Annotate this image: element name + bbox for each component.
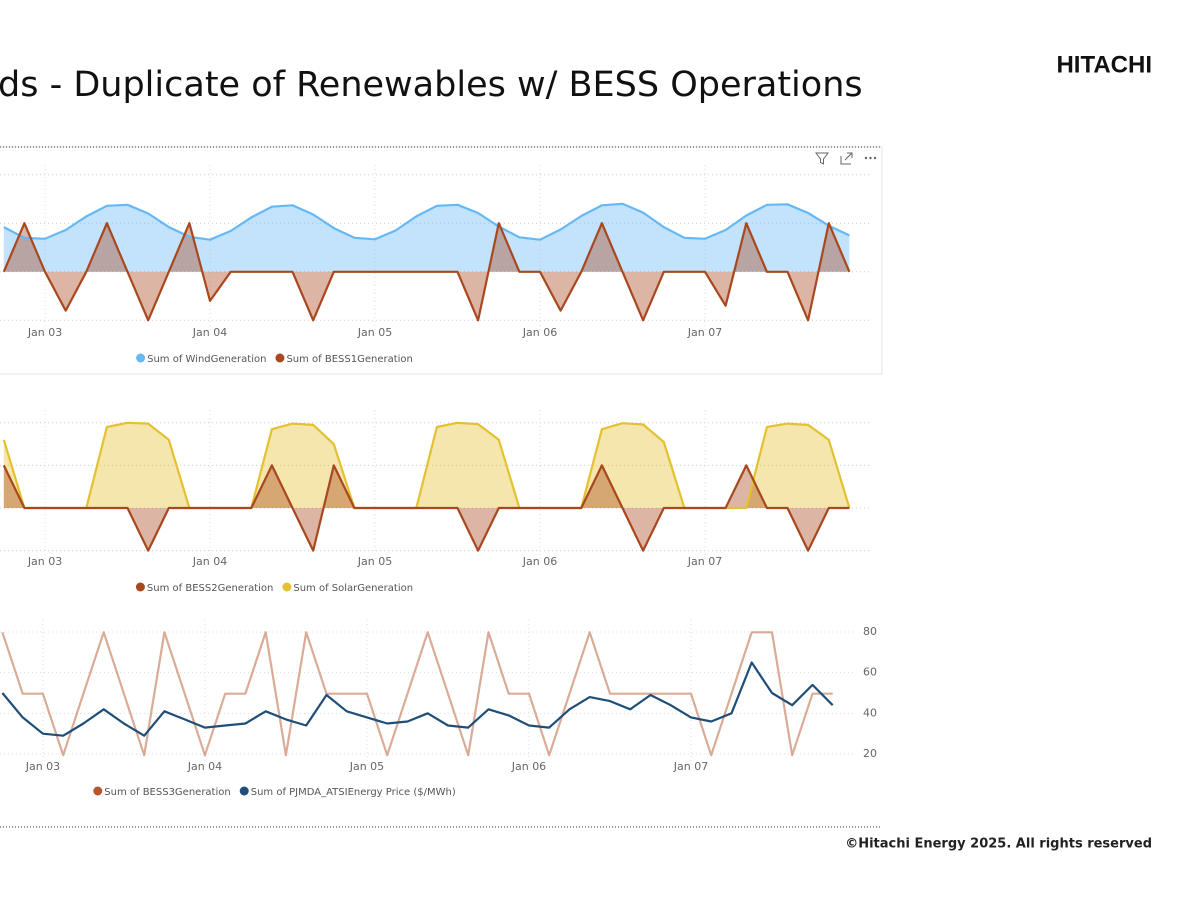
series-line bbox=[2, 222, 851, 322]
legend-marker bbox=[275, 353, 285, 363]
area-fill bbox=[3, 422, 850, 509]
x-tick-label: Jan 03 bbox=[27, 326, 62, 339]
legend-marker bbox=[239, 786, 249, 796]
area-fill bbox=[3, 223, 850, 321]
y2-tick-label: 20 bbox=[863, 747, 877, 760]
more-options[interactable] bbox=[864, 156, 877, 160]
legend-marker bbox=[93, 786, 103, 796]
legend-label: Sum of SolarGeneration bbox=[293, 583, 413, 594]
x-tick-label: Jan 04 bbox=[192, 555, 227, 568]
page-title: ds - Duplicate of Renewables w/ BESS Ope… bbox=[0, 65, 863, 105]
legend-label: Sum of PJMDA_ATSIEnergy Price ($/MWh) bbox=[251, 787, 456, 798]
chart: 20 40 60 80 Jan 03 Jan 04 Jan 05 Jan 06 Jan 07 Su… bbox=[0, 620, 877, 798]
chart: Jan 03 Jan 04 Jan 05 Jan 06 Jan 07 Sum of BES… bbox=[0, 410, 870, 594]
legend-marker bbox=[135, 582, 145, 592]
area-fill bbox=[3, 203, 850, 272]
series-line bbox=[3, 202, 850, 241]
x-tick-label: Jan 06 bbox=[511, 760, 546, 773]
series-line bbox=[1, 661, 834, 737]
x-tick-label: Jan 06 bbox=[522, 555, 557, 568]
x-tick-label: Jan 05 bbox=[349, 760, 384, 773]
logo: HITACHI bbox=[1056, 51, 1152, 78]
chart: Jan 03 Jan 04 Jan 05 Jan 06 Jan 07 Sum of Win… bbox=[0, 165, 870, 365]
legend-label: Sum of WindGeneration bbox=[147, 354, 266, 365]
x-tick-label: Jan 05 bbox=[357, 555, 392, 568]
legend-marker bbox=[282, 582, 292, 592]
x-tick-label: Jan 05 bbox=[357, 326, 392, 339]
y2-tick-label: 80 bbox=[863, 625, 877, 638]
visual-card bbox=[0, 146, 883, 375]
x-tick-label: Jan 03 bbox=[27, 555, 62, 568]
footer: ©Hitachi Energy 2025. All rights reserve… bbox=[845, 837, 1152, 852]
legend-marker bbox=[136, 353, 146, 363]
x-tick-label: Jan 07 bbox=[687, 555, 722, 568]
x-tick-label: Jan 07 bbox=[687, 326, 722, 339]
x-tick-label: Jan 06 bbox=[522, 326, 557, 339]
y2-tick-label: 60 bbox=[863, 666, 877, 679]
filter-icon[interactable] bbox=[815, 152, 829, 165]
x-tick-label: Jan 04 bbox=[192, 326, 227, 339]
x-tick-label: Jan 03 bbox=[25, 760, 60, 773]
legend-label: Sum of BESS1Generation bbox=[286, 354, 412, 365]
series-line bbox=[2, 464, 850, 552]
y2-tick-label: 40 bbox=[863, 706, 877, 719]
legend-label: Sum of BESS2Generation bbox=[147, 583, 273, 594]
series-line bbox=[1, 631, 833, 757]
focus-icon[interactable] bbox=[840, 152, 853, 165]
x-tick-label: Jan 04 bbox=[187, 760, 222, 773]
x-tick-label: Jan 07 bbox=[673, 760, 708, 773]
legend-label: Sum of BESS3Generation bbox=[104, 787, 230, 798]
